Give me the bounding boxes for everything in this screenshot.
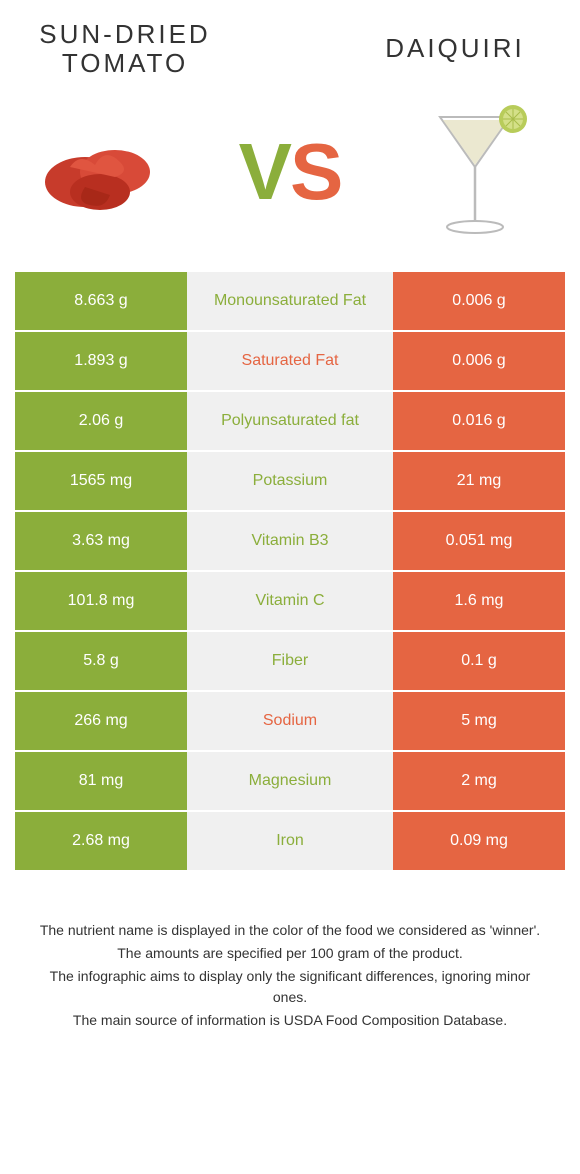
table-row: 266 mgSodium5 mg — [15, 692, 565, 750]
title-right: Daiquiri — [345, 20, 565, 77]
cell-right-value: 0.006 g — [393, 272, 565, 330]
title-left-line1: Sun-dried — [39, 19, 210, 49]
cell-nutrient-label: Saturated Fat — [187, 332, 393, 390]
cell-left-value: 81 mg — [15, 752, 187, 810]
footnote-line: The main source of information is USDA F… — [35, 1010, 545, 1031]
footnote-line: The nutrient name is displayed in the co… — [35, 920, 545, 941]
nutrient-table: 8.663 gMonounsaturated Fat0.006 g1.893 g… — [15, 272, 565, 870]
title-left-line2: Tomato — [62, 48, 188, 78]
cell-right-value: 2 mg — [393, 752, 565, 810]
cell-nutrient-label: Vitamin B3 — [187, 512, 393, 570]
cell-left-value: 8.663 g — [15, 272, 187, 330]
cell-left-value: 101.8 mg — [15, 572, 187, 630]
cell-nutrient-label: Polyunsaturated fat — [187, 392, 393, 450]
cell-nutrient-label: Sodium — [187, 692, 393, 750]
table-row: 2.06 gPolyunsaturated fat0.016 g — [15, 392, 565, 450]
table-row: 81 mgMagnesium2 mg — [15, 752, 565, 810]
cell-right-value: 5 mg — [393, 692, 565, 750]
table-row: 2.68 mgIron0.09 mg — [15, 812, 565, 870]
footnote-line: The amounts are specified per 100 gram o… — [35, 943, 545, 964]
cocktail-icon — [415, 97, 535, 247]
cell-right-value: 1.6 mg — [393, 572, 565, 630]
cell-nutrient-label: Magnesium — [187, 752, 393, 810]
table-row: 1.893 gSaturated Fat0.006 g — [15, 332, 565, 390]
table-row: 5.8 gFiber0.1 g — [15, 632, 565, 690]
cell-left-value: 1.893 g — [15, 332, 187, 390]
cell-left-value: 5.8 g — [15, 632, 187, 690]
cell-left-value: 266 mg — [15, 692, 187, 750]
cell-nutrient-label: Potassium — [187, 452, 393, 510]
cell-nutrient-label: Monounsaturated Fat — [187, 272, 393, 330]
cell-nutrient-label: Iron — [187, 812, 393, 870]
title-left: Sun-dried Tomato — [15, 20, 235, 77]
cell-right-value: 0.051 mg — [393, 512, 565, 570]
cell-right-value: 0.006 g — [393, 332, 565, 390]
cell-left-value: 2.06 g — [15, 392, 187, 450]
table-row: 101.8 mgVitamin C1.6 mg — [15, 572, 565, 630]
cell-right-value: 0.1 g — [393, 632, 565, 690]
images-row: VS — [15, 107, 565, 237]
daiquiri-image — [395, 107, 555, 237]
header: Sun-dried Tomato Daiquiri — [15, 20, 565, 77]
cell-right-value: 21 mg — [393, 452, 565, 510]
vs-s: S — [290, 127, 341, 216]
table-row: 1565 mgPotassium21 mg — [15, 452, 565, 510]
footnote-line: The infographic aims to display only the… — [35, 966, 545, 1008]
table-row: 8.663 gMonounsaturated Fat0.006 g — [15, 272, 565, 330]
title-right-text: Daiquiri — [385, 34, 525, 63]
vs-label: VS — [239, 126, 342, 218]
cell-nutrient-label: Fiber — [187, 632, 393, 690]
footnotes: The nutrient name is displayed in the co… — [15, 920, 565, 1031]
tomato-icon — [30, 117, 180, 227]
cell-left-value: 2.68 mg — [15, 812, 187, 870]
table-row: 3.63 mgVitamin B30.051 mg — [15, 512, 565, 570]
cell-right-value: 0.016 g — [393, 392, 565, 450]
cell-right-value: 0.09 mg — [393, 812, 565, 870]
cell-left-value: 1565 mg — [15, 452, 187, 510]
cell-left-value: 3.63 mg — [15, 512, 187, 570]
cell-nutrient-label: Vitamin C — [187, 572, 393, 630]
tomato-image — [25, 107, 185, 237]
vs-v: V — [239, 127, 290, 216]
